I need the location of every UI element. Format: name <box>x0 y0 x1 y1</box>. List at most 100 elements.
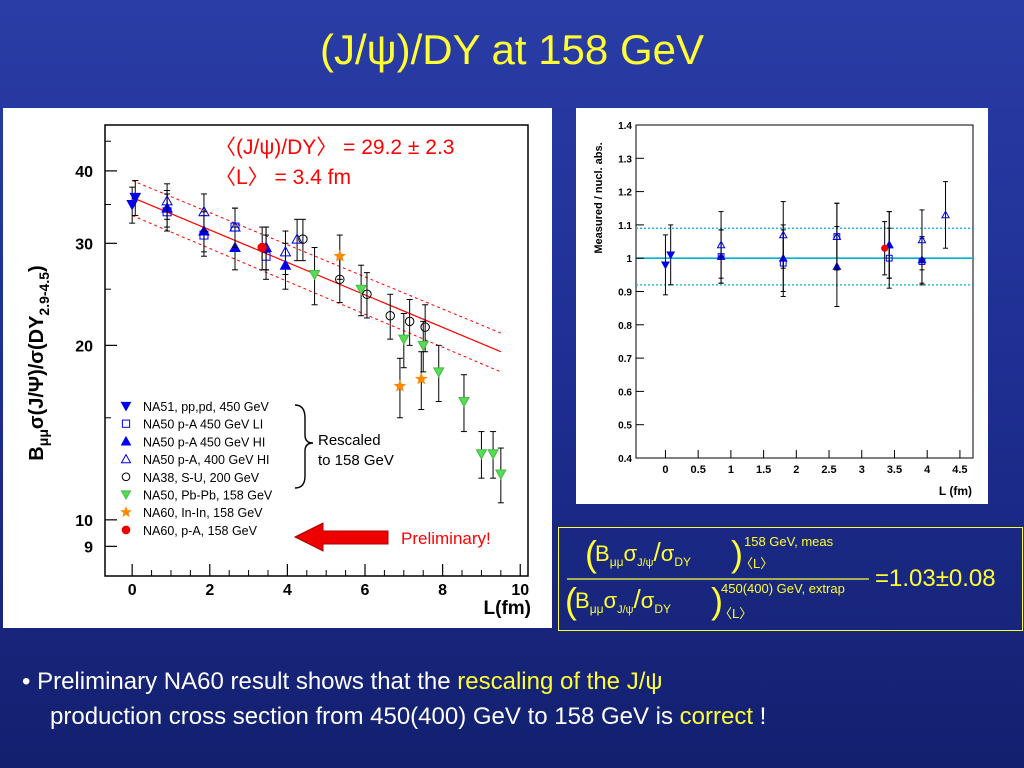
right-data-point <box>917 235 927 244</box>
right-y-tick-label: 0.6 <box>618 387 632 398</box>
num-paren-left: ( <box>585 533 597 574</box>
left-x-tick-label: 2 <box>205 582 214 599</box>
right-chart-panel: 0 0.5 1 1.5 2 2.5 3 3.5 4 4.5 0.4 0.5 0.6 0.7 0.8 0.9 1 1… <box>576 108 988 504</box>
legend-marker <box>120 490 132 501</box>
legend-marker <box>121 525 131 535</box>
den-sup: 450(400) GeV, extrap <box>721 581 845 596</box>
right-y-tick-label: 0.5 <box>618 421 632 432</box>
legend-marker <box>120 401 132 412</box>
bullet-marker: • <box>22 668 31 695</box>
den-paren-left: ( <box>565 580 577 621</box>
left-x-tick-label: 4 <box>283 582 292 599</box>
left-data-point <box>432 367 445 378</box>
den-sigma: σ <box>604 588 618 613</box>
left-x-tick-label: 0 <box>128 582 137 599</box>
left-y-axis-label: Bμμσ(J/Ψ)/σ(DY2.9-4.5) <box>26 265 52 460</box>
num-sup: 158 GeV, meas <box>744 534 834 549</box>
right-data-point <box>832 231 842 240</box>
right-y-tick-label: 0.9 <box>618 288 632 299</box>
ylabel-mumu: μμ <box>35 429 51 446</box>
left-data-point <box>198 205 210 217</box>
left-data-point <box>385 310 395 321</box>
right-x-tick-label: 0 <box>662 464 668 476</box>
legend-marker <box>120 453 132 464</box>
left-data-point <box>279 245 292 257</box>
left-data-point <box>298 234 308 244</box>
right-x-tick-label: 2.5 <box>821 464 836 476</box>
slide-title: (J/ψ)/DY at 158 GeV <box>320 26 704 73</box>
legend-marker <box>120 435 132 446</box>
right-x-tick-label: 4.5 <box>952 464 967 476</box>
bracket-label-line1: Rescaled <box>318 432 381 449</box>
preliminary-label: Preliminary! <box>401 529 491 548</box>
left-data-point <box>291 233 303 244</box>
fit-lower-band <box>131 215 502 373</box>
left-data-point <box>420 322 430 332</box>
right-x-tick-label: 3 <box>859 464 865 476</box>
left-x-tick-label: 8 <box>438 582 447 599</box>
left-data-point <box>393 379 407 392</box>
right-y-tick-label: 1.4 <box>618 121 632 132</box>
ratio-formula: ( BμμσJ/ψ/σDY ) 158 GeV, meas 〈L〉 ( Bμμσ… <box>558 527 1023 631</box>
bullet-text-1: Preliminary NA60 result shows that the <box>37 668 458 695</box>
ylabel-close: ) <box>26 265 48 272</box>
num-sigma2: σ <box>661 541 675 566</box>
legend-marker <box>121 419 131 428</box>
bullet-text-3: ! <box>753 703 767 730</box>
right-y-tick-label: 1 <box>626 254 632 265</box>
left-data-point <box>126 200 139 211</box>
legend-label: NA38, S-U, 200 GeV <box>143 471 260 485</box>
fit-upper-band <box>131 180 502 334</box>
den-sigma2: σ <box>641 588 655 613</box>
right-y-tick-label: 1.1 <box>618 221 632 232</box>
left-x-tick-label: 6 <box>361 582 370 599</box>
legend-marker <box>121 472 131 482</box>
right-x-tick-label: 1 <box>728 464 734 476</box>
left-data-point <box>404 316 415 327</box>
left-data-point <box>458 397 470 408</box>
bracket-label-line2: to 158 GeV <box>318 452 394 469</box>
right-data-point <box>881 244 889 252</box>
num-sub: J/ψ <box>637 557 654 569</box>
left-x-axis-label: L(fm) <box>484 598 531 619</box>
bullet-highlight-1: rescaling of the J/ψ <box>457 668 663 695</box>
left-data-point <box>475 449 488 460</box>
left-data-point <box>362 289 372 300</box>
den-sub: J/ψ <box>617 604 634 616</box>
den-b: B <box>575 588 590 613</box>
svg-text:BμμσJ/ψ/σDY: BμμσJ/ψ/σDY <box>575 584 671 616</box>
legend-bracket <box>294 404 314 489</box>
right-y-tick-label: 1.2 <box>618 188 632 199</box>
left-x-tick-label: 10 <box>511 582 529 599</box>
right-y-axis-label: Measured / nucl. abs. <box>593 142 605 253</box>
ylabel-b: B <box>26 446 48 460</box>
legend-label: NA50 p-A, 400 GeV HI <box>143 453 269 467</box>
den-slash: / <box>634 584 642 614</box>
formula-svg: ( BμμσJ/ψ/σDY ) 158 GeV, meas 〈L〉 ( Bμμσ… <box>565 533 996 621</box>
legend-label: NA60, In-In, 158 GeV <box>143 506 263 520</box>
left-data-point <box>308 270 321 281</box>
left-chart-panel: 0 2 4 6 8 10 9 10 20 30 40 〈(J/ψ)/DY〉 = 29.2 ± 2.3… <box>3 108 552 628</box>
right-data-point <box>884 240 894 249</box>
formula-result: =1.03±0.08 <box>875 565 996 592</box>
right-x-tick-label: 4 <box>924 464 931 476</box>
right-y-tick-label: 0.4 <box>618 454 632 465</box>
right-y-tick-label: 0.8 <box>618 321 632 332</box>
den-dy: DY <box>654 602 671 616</box>
left-data-point <box>414 372 428 385</box>
right-x-tick-label: 3.5 <box>887 464 902 476</box>
num-paren-right: ) <box>731 533 743 574</box>
num-b: B <box>595 541 610 566</box>
left-data-point <box>417 340 430 352</box>
num-slash: / <box>654 537 662 567</box>
right-y-tick-label: 0.7 <box>618 354 632 365</box>
left-plot-frame <box>104 124 529 577</box>
legend-label: NA60, p-A, 158 GeV <box>143 524 258 538</box>
legend-label: NA50, Pb-Pb, 158 GeV <box>143 489 273 503</box>
right-x-axis-label: L (fm) <box>939 484 972 498</box>
left-annotation-line1: 〈(J/ψ)/DY〉 = 29.2 ± 2.3 <box>215 136 455 159</box>
left-data-point <box>161 194 173 206</box>
legend-label: NA50 p-A 450 GeV LI <box>143 418 263 432</box>
ylabel-sub: 2.9-4.5 <box>36 272 52 316</box>
left-y-tick-label: 30 <box>75 236 93 253</box>
